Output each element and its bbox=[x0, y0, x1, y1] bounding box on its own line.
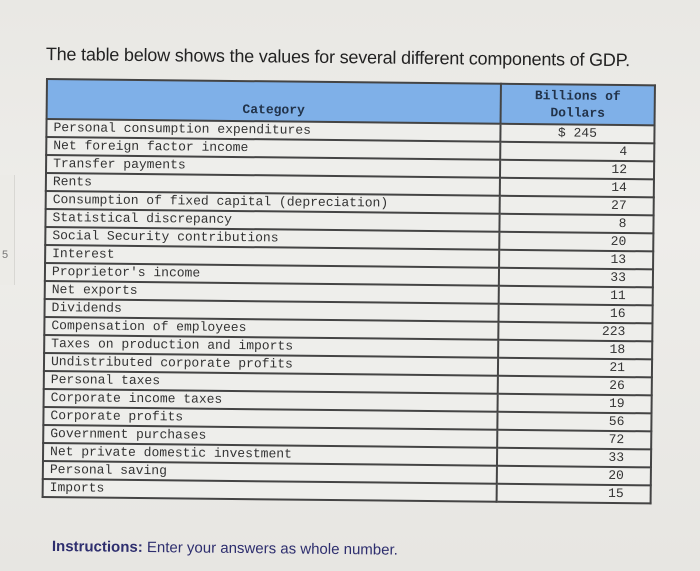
value-cell: 21 bbox=[497, 357, 653, 378]
value-cell: 33 bbox=[498, 267, 654, 288]
table-header-row: Category Billions of Dollars bbox=[46, 79, 655, 126]
instructions-body: Enter your answers as whole number. bbox=[142, 538, 398, 559]
value-cell: 11 bbox=[498, 285, 653, 306]
gdp-components-table: Category Billions of Dollars Personal co… bbox=[42, 78, 656, 504]
instructions-label: Instructions: bbox=[51, 538, 143, 556]
value-column-header: Billions of Dollars bbox=[500, 83, 655, 126]
value-cell: $ 245 bbox=[500, 123, 655, 144]
category-cell: Imports bbox=[42, 478, 497, 502]
value-cell: 15 bbox=[496, 483, 651, 504]
edge-mark: 5 bbox=[2, 249, 9, 261]
value-cell: 72 bbox=[497, 429, 652, 450]
value-cell: 14 bbox=[499, 177, 654, 198]
value-cell: 20 bbox=[496, 465, 651, 486]
value-cell: 12 bbox=[499, 159, 655, 180]
value-cell: 19 bbox=[497, 393, 652, 414]
gdp-table-container: Category Billions of Dollars Personal co… bbox=[42, 78, 656, 504]
value-cell: 27 bbox=[499, 195, 654, 216]
value-cell: 33 bbox=[496, 447, 652, 468]
value-cell: 20 bbox=[499, 231, 654, 252]
value-cell: 13 bbox=[499, 249, 654, 270]
value-cell: 8 bbox=[499, 213, 654, 234]
value-cell: 56 bbox=[497, 411, 652, 432]
value-cell: 223 bbox=[498, 321, 653, 342]
instructions-text: Instructions: Enter your answers as whol… bbox=[52, 538, 398, 559]
value-cell: 16 bbox=[498, 303, 653, 324]
intro-text: The table below shows the values for sev… bbox=[45, 44, 631, 71]
value-cell: 26 bbox=[497, 375, 652, 396]
category-column-header: Category bbox=[46, 79, 501, 124]
value-cell: 4 bbox=[500, 141, 655, 162]
page-edge bbox=[0, 175, 15, 285]
value-cell: 18 bbox=[498, 339, 653, 360]
